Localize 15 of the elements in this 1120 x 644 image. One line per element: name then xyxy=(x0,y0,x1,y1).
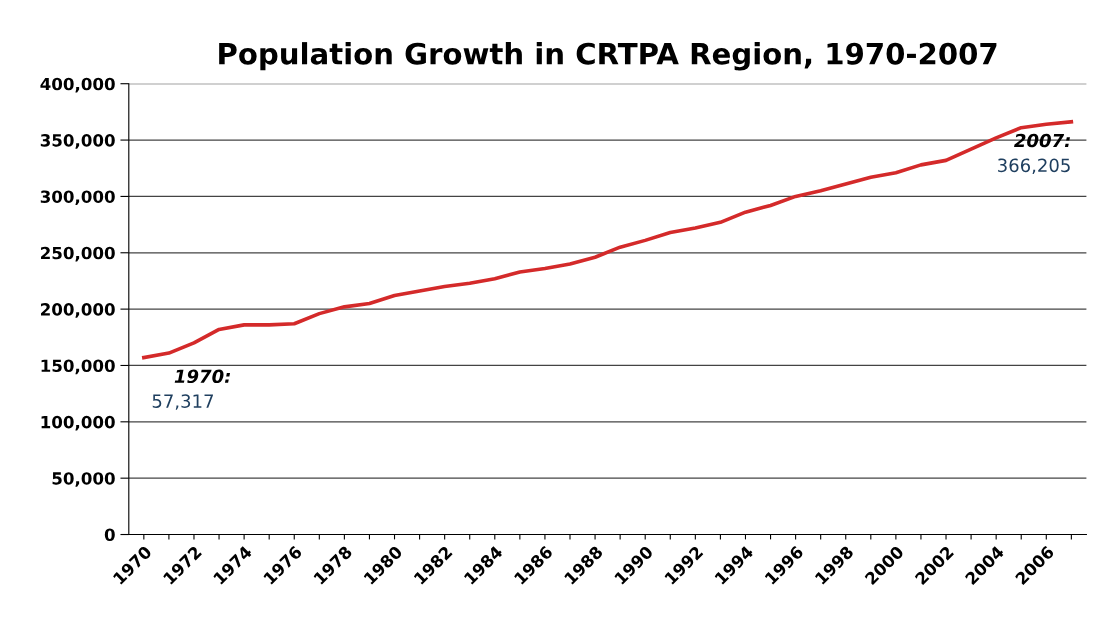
annotation: 366,205 xyxy=(998,158,1070,174)
y-tick-label: 200,000 xyxy=(41,303,115,318)
line-series xyxy=(142,120,1074,360)
annotation: 57,317 xyxy=(152,394,213,410)
y-tick-label: 100,000 xyxy=(41,415,115,431)
y-tick-label: 250,000 xyxy=(41,246,115,262)
y-tick-label: 50,000 xyxy=(52,472,115,487)
y-tick-label: 300,000 xyxy=(40,190,115,206)
chart-title: Population Growth in CRTPA Region, 1970-2007 xyxy=(219,42,997,71)
y-tick-label: 350,000 xyxy=(40,134,115,149)
y-tick-label: 0 xyxy=(104,528,115,542)
y-tick-label: 150,000 xyxy=(41,359,115,375)
y-tick-label: 400,000 xyxy=(40,77,115,93)
annotation: 2007: xyxy=(1014,133,1070,148)
annotation: 1970: xyxy=(174,369,231,384)
